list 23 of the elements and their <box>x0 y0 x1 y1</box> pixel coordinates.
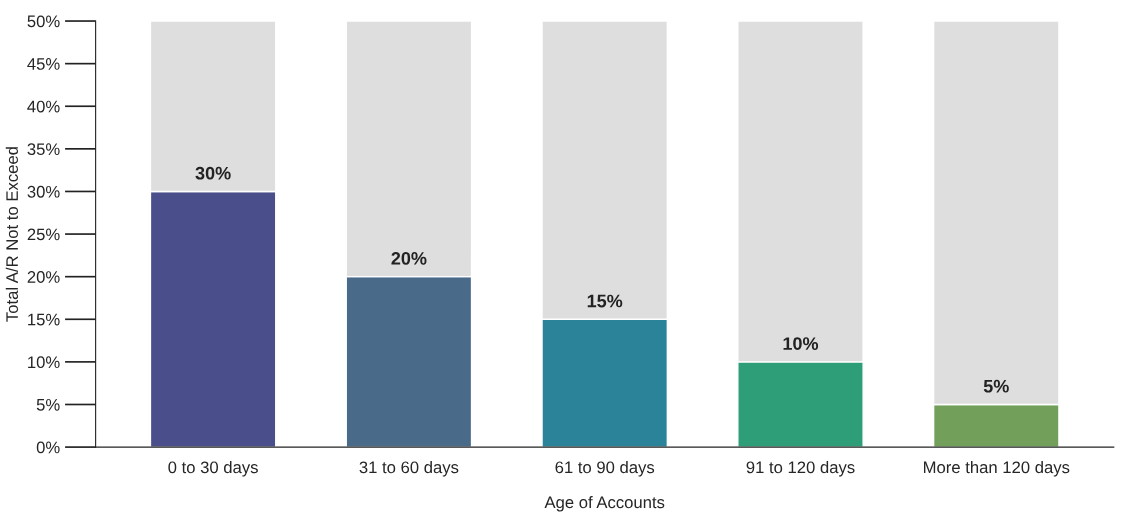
y-tick-label: 40% <box>27 100 60 113</box>
y-tick-label: 10% <box>28 356 60 369</box>
y-tick-label: 15% <box>28 313 60 326</box>
y-axis-title: Total A/R Not to Exceed <box>5 147 18 322</box>
y-tick-label: 35% <box>27 143 60 156</box>
x-tick-label: 61 to 90 days <box>555 460 655 477</box>
data-label: 20% <box>391 251 427 265</box>
x-tick-label: 91 to 120 days <box>746 460 855 477</box>
x-tick-label: More than 120 days <box>923 460 1070 477</box>
x-tick-label: 31 to 60 days <box>359 460 459 477</box>
y-tick-label: 20% <box>27 271 60 283</box>
data-label: 5% <box>983 379 1009 393</box>
y-tick-label: 45% <box>27 58 60 70</box>
data-label: 10% <box>783 337 819 350</box>
x-tick-label: 0 to 30 days <box>168 460 258 477</box>
y-tick-label: 50% <box>27 15 60 28</box>
y-tick-label: 25% <box>27 228 60 241</box>
y-tick-label: 30% <box>27 185 60 198</box>
y-tick-label: 5% <box>36 398 60 411</box>
data-label: 30% <box>195 166 231 180</box>
y-tick-label: 0% <box>36 441 60 454</box>
data-label: 15% <box>587 294 623 308</box>
x-axis-title: Age of Accounts <box>544 495 665 512</box>
